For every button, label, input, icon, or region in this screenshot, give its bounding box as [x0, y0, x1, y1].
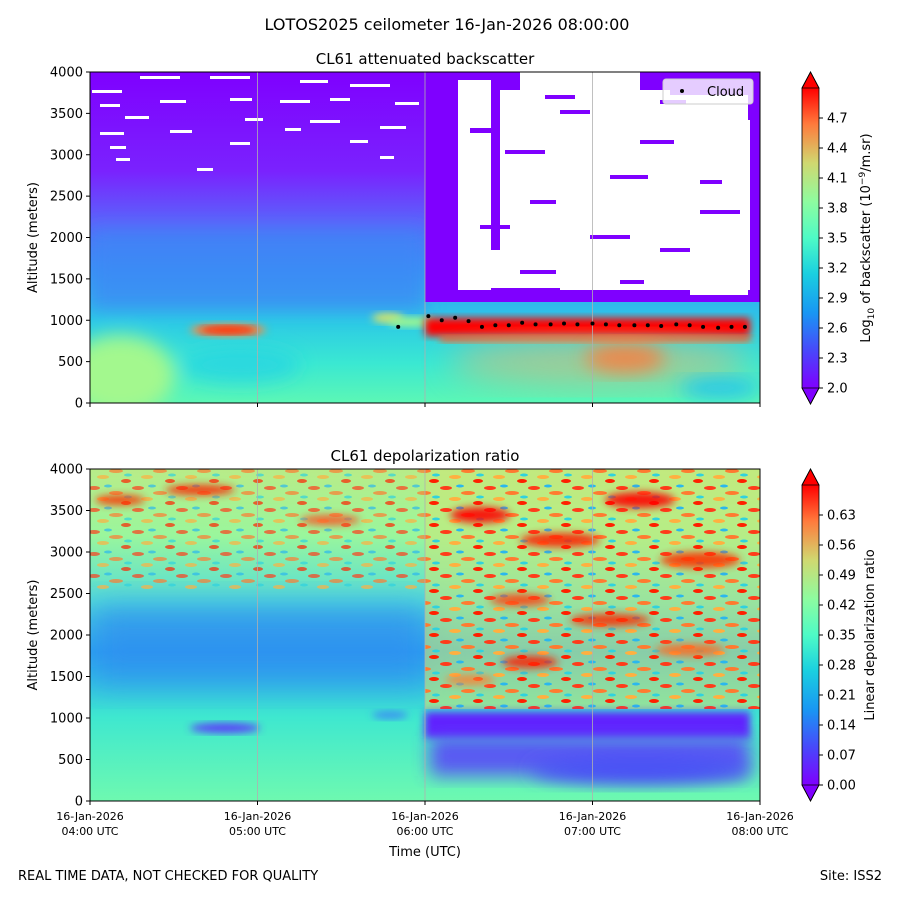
colorbar-tick-label: 3.5 — [827, 232, 848, 247]
cloud-base-point — [659, 324, 664, 329]
colorbar-tick-label: 2.6 — [827, 322, 848, 337]
y-tick-label: 3000 — [50, 148, 83, 163]
y-tick-label: 3500 — [50, 504, 83, 519]
y-tick-label: 0 — [75, 795, 83, 810]
colorbar-tick-label: 0.00 — [827, 779, 856, 794]
x-tick-date: 16-Jan-2026 — [224, 810, 292, 823]
cloud-legend-marker — [680, 89, 684, 93]
cloud-base-point — [533, 322, 538, 327]
colorbar-tick-label: 2.9 — [827, 292, 848, 307]
x-tick-time: 04:00 UTC — [61, 825, 118, 838]
x-tick-time: 06:00 UTC — [396, 825, 453, 838]
cloud-legend-label: Cloud — [707, 85, 744, 100]
colorbar-tick-label: 0.35 — [827, 629, 856, 644]
cloud-base-point — [603, 322, 608, 327]
cloud-base-point — [493, 323, 498, 328]
cloud-base-point — [729, 324, 734, 329]
cloud-base-point — [506, 323, 511, 328]
x-tick-date: 16-Jan-2026 — [726, 810, 794, 823]
cloud-base-point — [453, 315, 458, 320]
site-label: Site: ISS2 — [819, 869, 882, 884]
backscatter-colorbar-label: Log10 of backscatter (10−9/m.sr) — [858, 133, 877, 342]
y-tick-label: 2500 — [50, 587, 83, 602]
figure-title: LOTOS2025 ceilometer 16-Jan-2026 08:00:0… — [265, 15, 630, 34]
depolarization-y-axis: 0 500 1000 1500 2000 2500 3000 3500 4000 — [50, 463, 90, 810]
x-tick-date: 16-Jan-2026 — [559, 810, 627, 823]
y-tick-label: 4000 — [50, 66, 83, 81]
colorbar-tick-label: 0.63 — [827, 509, 856, 524]
cloud-base-point — [674, 322, 679, 327]
cloud-base-point — [439, 318, 444, 323]
cloud-base-point — [479, 324, 484, 329]
depolarization-title: CL61 depolarization ratio — [331, 447, 520, 465]
y-tick-label: 0 — [75, 397, 83, 412]
colorbar-tick-label: 2.3 — [827, 352, 848, 367]
y-tick-label: 2500 — [50, 190, 83, 205]
colorbar-tick-label: 0.07 — [827, 749, 856, 764]
x-tick-time: 07:00 UTC — [564, 825, 621, 838]
backscatter-title: CL61 attenuated backscatter — [316, 50, 535, 68]
y-tick-label: 1000 — [50, 712, 83, 727]
y-tick-label: 3500 — [50, 107, 83, 122]
colorbar-tick-label: 0.21 — [827, 689, 856, 704]
colorbar-tick-label: 4.1 — [827, 172, 848, 187]
cloud-base-point — [701, 324, 706, 329]
y-tick-label: 2000 — [50, 629, 83, 644]
colorbar-tick-label: 3.8 — [827, 202, 848, 217]
depolarization-x-axis: 16-Jan-2026 04:00 UTC 16-Jan-2026 05:00 UTC… — [56, 801, 794, 838]
cloud-base-point — [575, 322, 580, 327]
depolarization-xlabel: Time (UTC) — [388, 845, 461, 860]
cloud-base-markers — [396, 314, 747, 330]
depolarization-colorbar-label: Linear depolarization ratio — [863, 549, 878, 720]
y-tick-label: 4000 — [50, 463, 83, 478]
x-tick-time: 08:00 UTC — [731, 825, 788, 838]
backscatter-y-axis: 0 500 1000 1500 2000 2500 3000 3500 4000 — [50, 66, 90, 412]
backscatter-x-ticks — [89, 403, 761, 407]
depolarization-gridlines — [257, 469, 593, 801]
colorbar-tick-label: 2.0 — [827, 382, 848, 397]
cloud-base-point — [590, 321, 595, 326]
y-tick-label: 1000 — [50, 314, 83, 329]
cloud-base-point — [426, 314, 431, 319]
colorbar-tick-label: 3.2 — [827, 262, 848, 277]
cloud-base-point — [742, 324, 747, 329]
y-tick-label: 3000 — [50, 546, 83, 561]
y-tick-label: 500 — [58, 355, 83, 370]
cloud-legend: Cloud — [662, 78, 754, 105]
backscatter-panel: CL61 attenuated backscatter — [26, 50, 877, 412]
cloud-base-point — [645, 323, 650, 328]
depolarization-ylabel: Altitude (meters) — [26, 580, 41, 691]
backscatter-colorbar: 2.0 2.3 2.6 2.9 3.2 3.5 3.8 4.1 4.4 4.7 Log10 of … — [801, 71, 877, 405]
depolarization-panel: CL61 depolarization ratio — [26, 447, 878, 860]
backscatter-heatmap — [90, 72, 760, 403]
backscatter-gridlines — [257, 72, 593, 403]
y-tick-label: 1500 — [50, 670, 83, 685]
quality-disclaimer: REAL TIME DATA, NOT CHECKED FOR QUALITY — [18, 869, 319, 884]
cloud-base-point — [562, 321, 567, 326]
y-tick-label: 500 — [58, 753, 83, 768]
colorbar-tick-label: 0.56 — [827, 539, 856, 554]
y-tick-label: 1500 — [50, 272, 83, 287]
x-tick-time: 05:00 UTC — [229, 825, 286, 838]
colorbar-tick-label: 0.14 — [827, 719, 856, 734]
x-tick-date: 16-Jan-2026 — [391, 810, 459, 823]
backscatter-ylabel: Altitude (meters) — [26, 182, 41, 293]
cloud-base-point — [632, 323, 637, 328]
cloud-base-point — [520, 320, 525, 325]
cloud-base-point — [687, 323, 692, 328]
colorbar-tick-label: 0.42 — [827, 599, 856, 614]
y-tick-label: 2000 — [50, 231, 83, 246]
colorbar-tick-label: 0.49 — [827, 569, 856, 584]
cloud-base-point — [617, 323, 622, 328]
cloud-base-point — [716, 325, 721, 330]
x-tick-date: 16-Jan-2026 — [56, 810, 124, 823]
cloud-base-point — [466, 319, 471, 324]
colorbar-tick-label: 4.7 — [827, 112, 848, 127]
cloud-base-point — [396, 324, 401, 329]
colorbar-tick-label: 0.28 — [827, 659, 856, 674]
depolarization-colorbar: 0.00 0.07 0.14 0.21 0.28 0.35 0.42 0.49 0.56 0.63… — [801, 468, 878, 802]
colorbar-tick-label: 4.4 — [827, 142, 848, 157]
cloud-base-point — [548, 322, 553, 327]
